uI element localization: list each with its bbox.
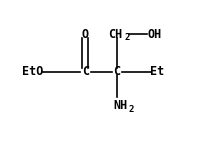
Text: NH: NH	[113, 99, 127, 112]
Text: 2: 2	[128, 105, 134, 114]
Text: Et: Et	[151, 65, 165, 78]
Text: C: C	[114, 65, 121, 78]
Text: OH: OH	[147, 28, 161, 41]
Text: EtO: EtO	[22, 65, 44, 78]
Text: 2: 2	[124, 33, 130, 42]
Text: O: O	[82, 28, 89, 41]
Text: CH: CH	[108, 28, 122, 41]
Text: C: C	[82, 65, 89, 78]
